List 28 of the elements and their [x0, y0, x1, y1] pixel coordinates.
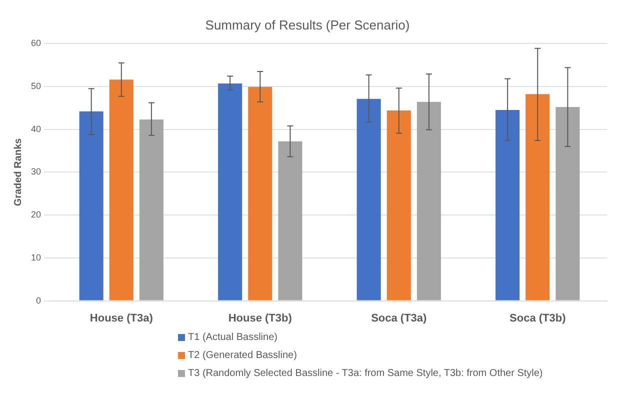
y-tick-label: 20: [30, 210, 42, 220]
legend-label: T1 (Actual Bassline): [188, 332, 278, 343]
y-tick-label: 40: [30, 124, 42, 134]
bar: [556, 107, 580, 300]
bar: [139, 119, 164, 300]
y-tick-label: 60: [30, 38, 42, 48]
y-tick-label: 30: [30, 166, 42, 177]
bar: [496, 110, 520, 300]
y-tick-label: 10: [30, 252, 42, 262]
x-tick-label: Soca (T3a): [371, 312, 428, 324]
bar: [526, 94, 550, 300]
bar: [356, 98, 381, 300]
bar: [109, 80, 134, 300]
bar: [248, 86, 272, 300]
x-tick-label: Soca (T3b): [510, 312, 566, 324]
y-axis-title: Graded Ranks: [12, 138, 24, 206]
legend-label: T2 (Generated Bassline): [188, 350, 297, 361]
x-tick-label: House (T3b): [228, 312, 292, 324]
bar: [79, 111, 104, 300]
x-tick-label: House (T3a): [90, 312, 154, 324]
bar: [386, 110, 411, 300]
bar: [218, 83, 242, 300]
bar: [278, 141, 302, 300]
bar: [416, 102, 441, 300]
y-tick-label: 50: [30, 80, 42, 91]
y-tick-label: 0: [36, 295, 42, 306]
legend-label: T3 (Randomly Selected Bassline - T3a: from Same Style, T3b: from Other Style): [188, 368, 543, 379]
chart-title: Summary of Results (Per Scenario): [205, 17, 410, 32]
